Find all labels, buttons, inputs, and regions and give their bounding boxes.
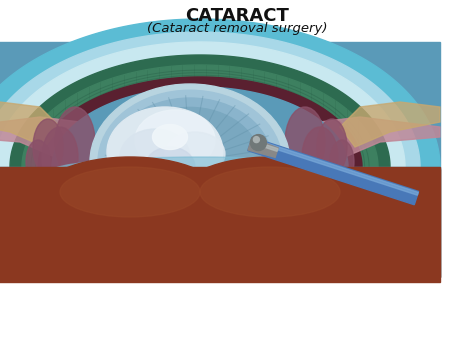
Polygon shape: [0, 169, 440, 277]
Ellipse shape: [90, 84, 290, 240]
Polygon shape: [0, 32, 420, 277]
Polygon shape: [22, 65, 378, 277]
Polygon shape: [0, 102, 60, 147]
Polygon shape: [52, 87, 348, 277]
Polygon shape: [38, 77, 362, 277]
Ellipse shape: [120, 108, 260, 217]
Polygon shape: [0, 167, 440, 277]
Polygon shape: [250, 140, 278, 151]
Ellipse shape: [135, 110, 215, 170]
Ellipse shape: [37, 157, 222, 237]
Polygon shape: [0, 42, 405, 277]
Ellipse shape: [26, 140, 50, 184]
Ellipse shape: [200, 167, 340, 217]
Bar: [0, 167, 440, 282]
Text: (Cataract removal surgery): (Cataract removal surgery): [147, 22, 327, 35]
Polygon shape: [340, 102, 440, 147]
Ellipse shape: [108, 98, 272, 226]
Ellipse shape: [50, 157, 350, 187]
Ellipse shape: [145, 147, 195, 187]
Ellipse shape: [33, 119, 63, 175]
Polygon shape: [0, 19, 440, 277]
Ellipse shape: [153, 125, 188, 149]
Polygon shape: [248, 137, 419, 205]
Polygon shape: [0, 117, 110, 167]
Ellipse shape: [98, 90, 282, 234]
Polygon shape: [10, 55, 390, 277]
Text: CATARACT: CATARACT: [185, 7, 289, 25]
Polygon shape: [290, 117, 440, 167]
Ellipse shape: [55, 107, 95, 177]
Ellipse shape: [317, 119, 347, 175]
Ellipse shape: [165, 132, 225, 176]
Ellipse shape: [177, 157, 363, 237]
Ellipse shape: [330, 140, 354, 184]
Polygon shape: [251, 138, 418, 195]
Ellipse shape: [42, 127, 78, 187]
Ellipse shape: [302, 127, 338, 187]
Circle shape: [250, 135, 266, 151]
Ellipse shape: [60, 167, 200, 217]
Polygon shape: [0, 42, 440, 277]
Ellipse shape: [285, 107, 325, 177]
Polygon shape: [248, 138, 278, 157]
Circle shape: [254, 137, 259, 143]
Ellipse shape: [107, 107, 223, 197]
Ellipse shape: [120, 129, 190, 185]
